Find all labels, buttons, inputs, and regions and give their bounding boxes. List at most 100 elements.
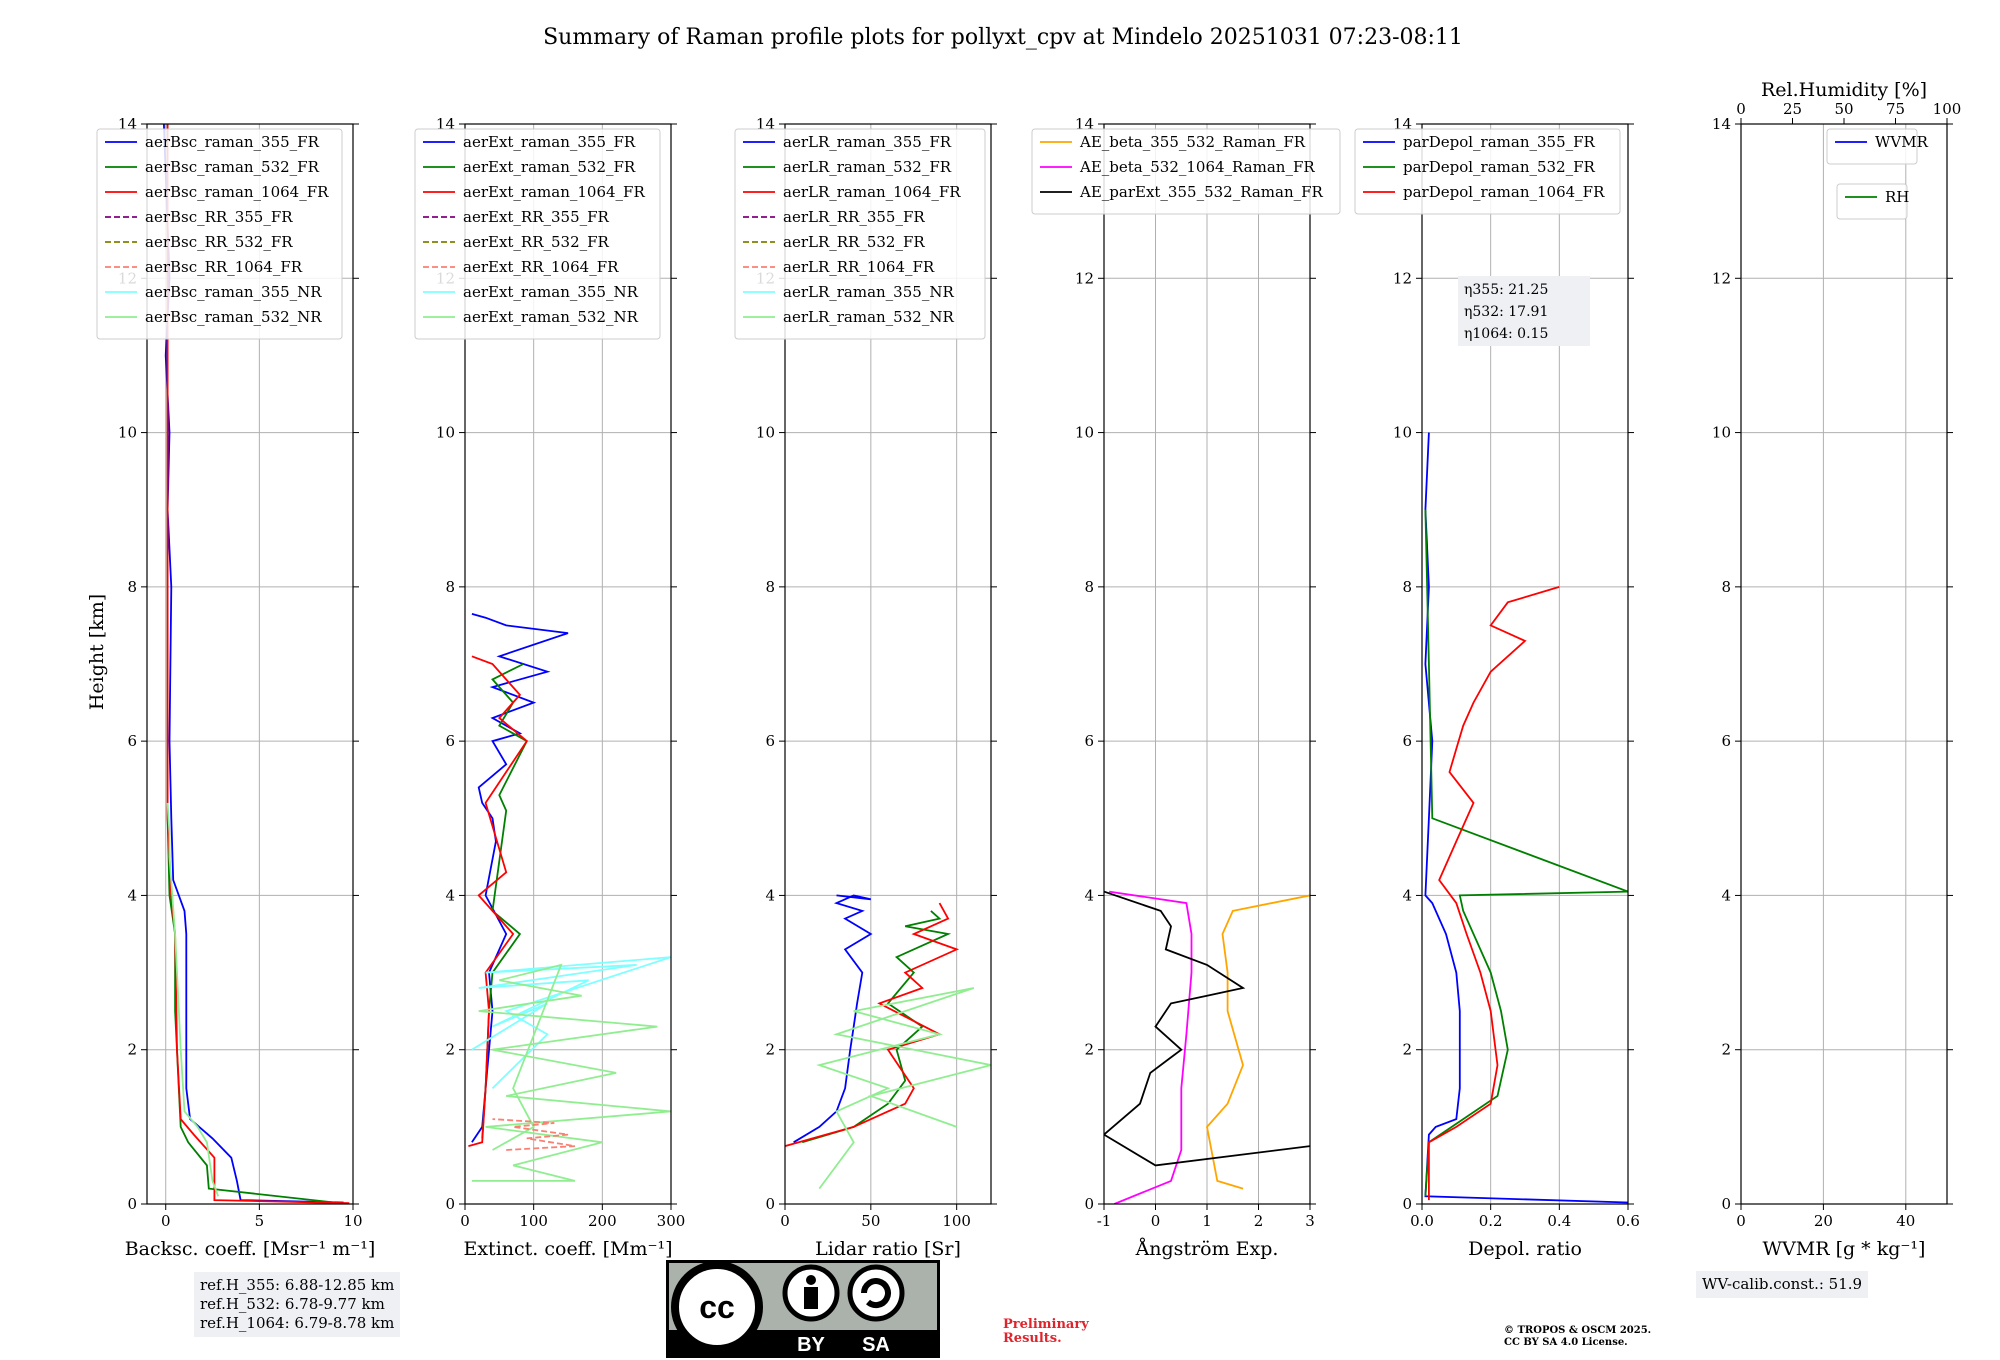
- y-tick-label: 6: [1721, 732, 1731, 750]
- by-label: BY: [797, 1334, 825, 1356]
- series-group: [1424, 432, 1628, 1204]
- series-group: [1104, 890, 1310, 1204]
- y-tick-label: 8: [1402, 578, 1412, 596]
- panel-2: 010020030002468101214Extinct. coeff. [Mm…: [414, 115, 685, 1260]
- legend-entry: aerExt_raman_355_FR: [463, 133, 636, 151]
- y-tick-label: 0: [765, 1195, 775, 1213]
- y-tick-label: 10: [436, 424, 455, 442]
- series-group: [468, 613, 671, 1182]
- y-tick-label: 8: [765, 578, 775, 596]
- legend-entry: aerBsc_RR_355_FR: [145, 208, 293, 226]
- cc-license-badge: cc BY SA: [666, 1260, 940, 1358]
- x-tick-label: 0: [1151, 1212, 1161, 1230]
- series-aerExt_RR_1064_FR: [492, 1118, 576, 1151]
- series-aerLR_raman_355_FR: [793, 894, 873, 1144]
- y-axis-label: Height [km]: [86, 594, 108, 710]
- top-x-tick-label: 50: [1834, 100, 1853, 118]
- legend-entry: parDepol_raman_355_FR: [1403, 133, 1596, 151]
- legend-entry: aerBsc_RR_1064_FR: [145, 258, 303, 276]
- legend: parDepol_raman_355_FR parDepol_raman_532_…: [1354, 128, 1621, 215]
- series-aerLR_raman_532_NR: [816, 987, 991, 1190]
- y-tick-label: 0: [1084, 1195, 1094, 1213]
- series-aerLR_raman_1064_FR: [785, 902, 960, 1147]
- x-tick-label: 0.4: [1547, 1212, 1571, 1230]
- legend-box: [734, 128, 986, 340]
- legend-entry: aerLR_raman_355_FR: [783, 133, 952, 151]
- x-tick-label: 2: [1254, 1212, 1264, 1230]
- y-tick-label: 8: [1721, 578, 1731, 596]
- by-person-body: [804, 1287, 818, 1309]
- y-tick-label: 10: [1712, 424, 1731, 442]
- series-parDepol_raman_532_FR: [1424, 509, 1628, 1197]
- y-tick-label: 6: [127, 732, 137, 750]
- legend: aerExt_raman_355_FR aerExt_raman_532_FRae…: [414, 128, 661, 340]
- x-tick-label: 0: [780, 1212, 790, 1230]
- y-tick-label: 8: [445, 578, 455, 596]
- y-tick-label: 8: [127, 578, 137, 596]
- series-AE_parExt_355_532_Raman_FR: [1104, 890, 1310, 1167]
- x-tick-label: 40: [1896, 1212, 1915, 1230]
- x-axis-label: Backsc. coeff. [Msr⁻¹ m⁻¹]: [125, 1238, 376, 1260]
- legend-rh: RH: [1836, 183, 1909, 220]
- y-tick-label: 4: [1402, 886, 1412, 904]
- eta-value: η1064: 0.15: [1464, 326, 1548, 342]
- legend-entry: aerLR_RR_1064_FR: [783, 258, 935, 276]
- copyright-line-2: CC BY SA 4.0 License.: [1504, 1337, 1628, 1348]
- x-tick-label: 0: [161, 1212, 171, 1230]
- y-tick-label: 2: [127, 1041, 137, 1059]
- legend-entry: aerExt_raman_532_FR: [463, 158, 636, 176]
- refh-355: ref.H_355: 6.88-12.85 km: [200, 1276, 395, 1294]
- by-person-head: [806, 1275, 816, 1285]
- plots: 051002468101214Backsc. coeff. [Msr⁻¹ m⁻¹…: [96, 79, 1962, 1260]
- legend-entry: aerBsc_raman_355_FR: [145, 133, 320, 151]
- y-tick-label: 6: [1402, 732, 1412, 750]
- x-tick-label: 0: [460, 1212, 470, 1230]
- x-tick-label: 1: [1202, 1212, 1212, 1230]
- legend-entry: AE_beta_532_1064_Raman_FR: [1079, 158, 1315, 176]
- legend: aerLR_raman_355_FR aerLR_raman_532_FR aerL…: [734, 128, 986, 340]
- refh-532: ref.H_532: 6.78-9.77 km: [200, 1295, 385, 1313]
- x-tick-label: 5: [255, 1212, 265, 1230]
- x-tick-label: 10: [343, 1212, 362, 1230]
- legend-wvmr: WVMR: [1826, 128, 1929, 165]
- legend-box: [96, 128, 343, 340]
- axes-frame: [464, 123, 672, 1205]
- legend-entry: AE_beta_355_532_Raman_FR: [1079, 133, 1306, 151]
- cc-logo-icon: [671, 1261, 763, 1353]
- legend: AE_beta_355_532_Raman_FR AE_beta_532_1064…: [1031, 128, 1341, 215]
- sa-arrow: [861, 1278, 891, 1309]
- eta-value: η355: 21.25: [1464, 282, 1548, 298]
- top-x-tick-label: 75: [1886, 100, 1905, 118]
- x-axis-label: Depol. ratio: [1468, 1238, 1582, 1260]
- y-tick-label: 4: [127, 886, 137, 904]
- y-tick-label: 2: [1084, 1041, 1094, 1059]
- legend-box: [1031, 128, 1341, 215]
- y-tick-label: 2: [1721, 1041, 1731, 1059]
- series-parDepol_raman_355_FR: [1424, 432, 1628, 1204]
- legend-entry: parDepol_raman_532_FR: [1403, 158, 1596, 176]
- legend-entry: aerExt_raman_355_NR: [463, 283, 639, 301]
- x-tick-label: 100: [519, 1212, 548, 1230]
- y-tick-label: 6: [765, 732, 775, 750]
- legend-entry: aerBsc_raman_532_NR: [145, 308, 322, 326]
- top-x-tick-label: 100: [1933, 100, 1962, 118]
- top-x-tick-label: 0: [1736, 100, 1746, 118]
- x-axis-label: Ångström Exp.: [1135, 1238, 1279, 1260]
- legend-entry: aerBsc_raman_1064_FR: [145, 183, 329, 201]
- top-x-tick-label: 25: [1783, 100, 1802, 118]
- y-tick-label: 4: [1084, 886, 1094, 904]
- legend-entry: aerLR_raman_532_FR: [783, 158, 952, 176]
- series-aerBsc_raman_355_FR: [163, 124, 344, 1204]
- y-tick-label: 8: [1084, 578, 1094, 596]
- y-tick-label: 2: [1402, 1041, 1412, 1059]
- x-tick-label: 0.0: [1410, 1212, 1434, 1230]
- y-tick-label: 0: [445, 1195, 455, 1213]
- panel-1: 051002468101214Backsc. coeff. [Msr⁻¹ m⁻¹…: [96, 115, 376, 1260]
- legend-entry: AE_parExt_355_532_Raman_FR: [1079, 183, 1324, 201]
- series-AE_beta_355_532_Raman_FR: [1206, 894, 1310, 1190]
- series-aerExt_raman_355_NR: [471, 956, 671, 1089]
- y-tick-label: 0: [1402, 1195, 1412, 1213]
- x-tick-label: 0: [1736, 1212, 1746, 1230]
